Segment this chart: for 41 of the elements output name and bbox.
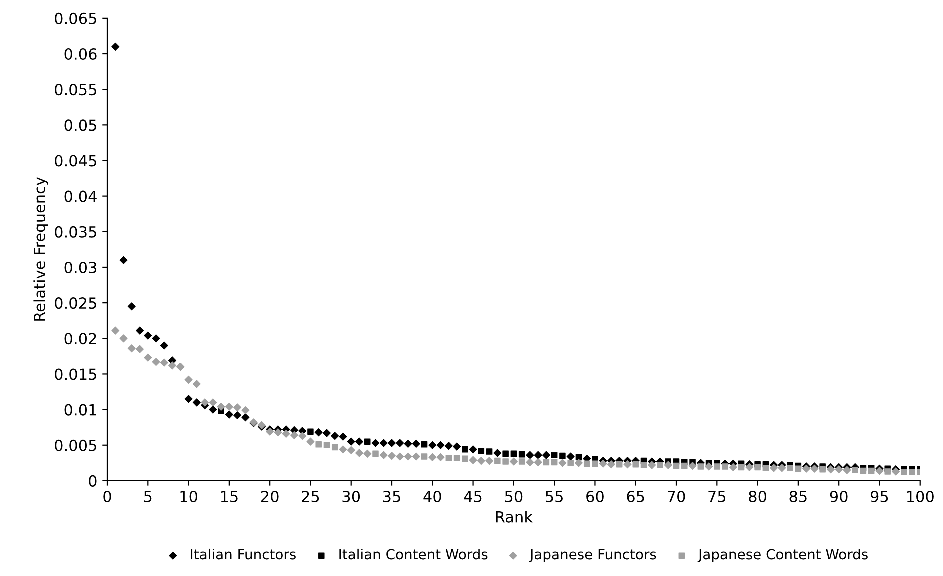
legend-label: Japanese Content Words xyxy=(698,548,868,562)
x-tick-label: 65 xyxy=(627,490,644,503)
x-tick-label: 80 xyxy=(749,490,766,503)
y-tick-label: 0.03 xyxy=(64,262,97,274)
x-tick-label: 5 xyxy=(144,491,152,503)
x-tick-label: 0 xyxy=(104,490,112,503)
y-tick-label: 0.055 xyxy=(55,84,96,96)
x-tick-label: 95 xyxy=(870,490,888,503)
y-tick-label: 0.04 xyxy=(64,190,97,202)
y-tick-label: 0.045 xyxy=(55,155,96,167)
x-tick-label: 60 xyxy=(586,490,604,503)
y-tick-label: 0.06 xyxy=(64,48,97,60)
y-axis-title: Relative Frequency xyxy=(34,177,48,321)
x-tick-label: 15 xyxy=(221,491,238,503)
x-tick-label: 50 xyxy=(505,490,523,503)
y-tick-label: 0.015 xyxy=(55,368,96,380)
x-tick-label: 75 xyxy=(708,491,726,503)
x-tick-label: 25 xyxy=(302,490,320,503)
x-tick-label: 10 xyxy=(180,490,198,503)
x-tick-label: 40 xyxy=(424,490,442,503)
x-tick-label: 90 xyxy=(830,490,848,503)
x-axis-title: Rank xyxy=(496,511,533,523)
x-tick-label: 55 xyxy=(546,491,563,503)
y-tick-label: 0.02 xyxy=(64,333,96,345)
x-tick-label: 100 xyxy=(907,490,934,503)
legend-label: Italian Content Words xyxy=(340,548,488,560)
x-tick-label: 30 xyxy=(342,490,360,503)
y-tick-label: 0.025 xyxy=(55,298,96,310)
y-tick-label: 0.01 xyxy=(64,404,96,416)
y-tick-label: 0.005 xyxy=(55,440,96,452)
x-tick-label: 85 xyxy=(790,490,807,503)
x-tick-label: 35 xyxy=(383,490,400,503)
y-tick-label: 0 xyxy=(89,475,97,487)
x-tick-label: 20 xyxy=(261,490,279,503)
legend-label: Italian Functors xyxy=(191,548,296,560)
y-tick-label: 0.065 xyxy=(55,12,96,24)
x-tick-label: 70 xyxy=(668,490,686,503)
y-tick-label: 0.035 xyxy=(55,226,96,238)
x-tick-label: 45 xyxy=(464,491,482,503)
legend-label: Japanese Functors xyxy=(529,549,656,562)
y-tick-label: 0.05 xyxy=(64,120,96,132)
